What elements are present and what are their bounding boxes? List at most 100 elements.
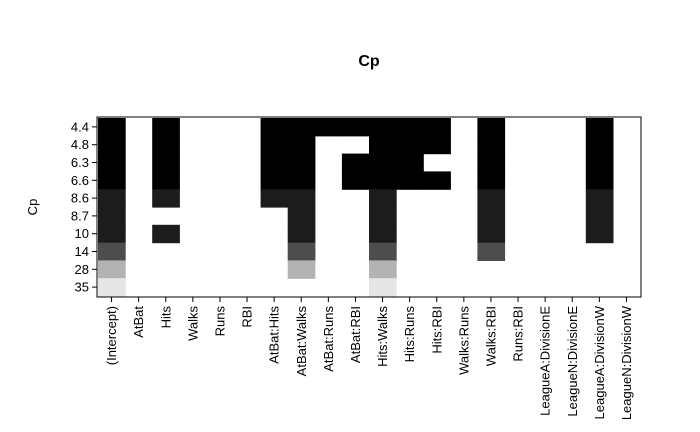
heatmap-cell — [423, 135, 451, 155]
x-tick-label: LeagueN:DivisionW — [619, 305, 634, 420]
heatmap-cell — [369, 118, 397, 137]
chart-title: Cp — [358, 53, 380, 70]
heatmap-cell — [369, 189, 397, 208]
heatmap-cell — [287, 171, 316, 190]
heatmap-cell — [287, 260, 316, 279]
heatmap-cell — [260, 135, 289, 155]
heatmap-cell — [369, 135, 397, 155]
y-tick-label: 4.4 — [71, 119, 89, 134]
x-tick-label: Walks:Runs — [456, 306, 471, 375]
x-tick-label: Hits:Runs — [402, 306, 417, 363]
heatmap-cell — [98, 135, 126, 155]
x-tick-label: Runs:RBI — [511, 306, 526, 362]
heatmap-cell — [287, 224, 316, 244]
heatmap-cell — [369, 207, 397, 226]
heatmap-cell — [585, 135, 614, 155]
heatmap-cell — [477, 171, 506, 190]
x-tick-label: AtBat:Hits — [267, 306, 282, 364]
x-tick-label: RBI — [240, 306, 255, 328]
heatmap-cell — [396, 153, 424, 172]
heatmap-cell — [341, 171, 370, 190]
x-tick-label: LeagueN:DivisionE — [565, 306, 580, 417]
heatmap-cell — [477, 118, 506, 137]
heatmap-cell — [369, 278, 397, 297]
heatmap-cell — [341, 153, 370, 172]
heatmap-cell — [585, 207, 614, 226]
heatmap-cell — [477, 242, 506, 261]
x-tick-label: Hits:RBI — [429, 306, 444, 354]
heatmap-cell — [314, 118, 343, 137]
y-tick-label: 35 — [75, 280, 89, 295]
y-tick-label: 8.6 — [71, 191, 89, 206]
heatmap-cell — [369, 242, 397, 261]
heatmap-cell — [152, 224, 180, 244]
x-tick-label: (Intercept) — [104, 306, 119, 365]
heatmap-cell — [585, 189, 614, 208]
heatmap-cell — [287, 118, 316, 137]
x-tick-label: Walks — [185, 306, 200, 341]
heatmap-cell — [287, 153, 316, 172]
heatmap-cell — [396, 171, 424, 190]
heatmap-cell — [152, 153, 180, 172]
x-tick-label: Hits:Walks — [375, 306, 390, 367]
heatmap-cell — [152, 171, 180, 190]
heatmap-cell — [98, 207, 126, 226]
y-axis: 4.4 4.8 6.3 6.6 8.6 8.7 10 14 28 35 — [71, 119, 97, 295]
heatmap-cell — [477, 224, 506, 244]
heatmap-cell — [98, 260, 126, 279]
heatmap-cell — [477, 153, 506, 172]
heatmap-cell — [369, 260, 397, 279]
y-tick-label: 28 — [75, 262, 89, 277]
heatmap-cell — [152, 135, 180, 155]
x-axis: (Intercept) AtBat Hits Walks Runs RBI AtBat:Hi… — [104, 297, 634, 420]
x-tick-label: Runs — [212, 306, 227, 337]
heatmap-cell — [585, 118, 614, 137]
heatmap-cell — [98, 242, 126, 261]
heatmap-cell — [260, 153, 289, 172]
heatmap-cell — [423, 118, 451, 137]
heatmap-cell — [260, 118, 289, 137]
x-tick-label: AtBat — [131, 306, 146, 338]
y-tick-label: 14 — [75, 244, 89, 259]
y-tick-label: 4.8 — [71, 137, 89, 152]
heatmap-cell — [287, 135, 316, 155]
heatmap-cell — [98, 189, 126, 208]
heatmap-cell — [477, 135, 506, 155]
y-tick-label: 6.6 — [71, 173, 89, 188]
heatmap-cell — [152, 118, 180, 137]
x-tick-label: AtBat:Walks — [294, 306, 309, 377]
heatmap-cells — [98, 118, 614, 297]
x-tick-label: LeagueA:DivisionW — [592, 305, 607, 419]
heatmap-cell — [98, 224, 126, 244]
x-tick-label: AtBat:Runs — [321, 306, 336, 372]
heatmap-cell — [477, 189, 506, 208]
heatmap-cell — [396, 118, 424, 137]
y-tick-label: 10 — [75, 226, 89, 241]
heatmap-cell — [369, 171, 397, 190]
y-axis-title: Cp — [25, 199, 40, 216]
x-tick-label: AtBat:RBI — [348, 306, 363, 363]
heatmap-cell — [287, 242, 316, 261]
heatmap-cell — [98, 153, 126, 172]
heatmap-cell — [98, 278, 126, 297]
heatmap-cell — [341, 118, 370, 137]
heatmap-cell — [423, 171, 451, 190]
heatmap-cell — [585, 171, 614, 190]
heatmap-cell — [369, 224, 397, 244]
x-tick-label: Walks:RBI — [483, 306, 498, 366]
x-tick-label: Hits — [158, 306, 173, 329]
heatmap-cell — [396, 135, 424, 155]
heatmap-cell — [260, 189, 289, 208]
heatmap-cell — [585, 153, 614, 172]
heatmap-cell — [477, 207, 506, 226]
heatmap-cell — [585, 224, 614, 244]
heatmap-cell — [98, 118, 126, 137]
heatmap-cell — [369, 153, 397, 172]
y-tick-label: 6.3 — [71, 155, 89, 170]
heatmap-cell — [260, 171, 289, 190]
heatmap-cell — [287, 207, 316, 226]
plot-frame — [96, 116, 642, 298]
heatmap-cell — [152, 189, 180, 208]
y-tick-label: 8.7 — [71, 208, 89, 223]
